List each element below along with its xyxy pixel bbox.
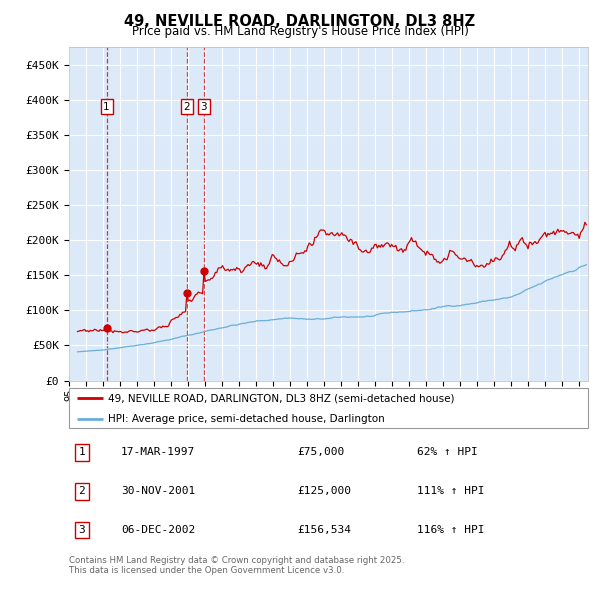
Text: HPI: Average price, semi-detached house, Darlington: HPI: Average price, semi-detached house,… <box>108 414 385 424</box>
Text: 3: 3 <box>79 525 85 535</box>
Text: £75,000: £75,000 <box>298 447 344 457</box>
Text: 06-DEC-2002: 06-DEC-2002 <box>121 525 195 535</box>
Text: 3: 3 <box>200 102 207 112</box>
FancyBboxPatch shape <box>69 388 588 428</box>
Text: Contains HM Land Registry data © Crown copyright and database right 2025.
This d: Contains HM Land Registry data © Crown c… <box>69 556 404 575</box>
Text: £125,000: £125,000 <box>298 486 352 496</box>
Text: 62% ↑ HPI: 62% ↑ HPI <box>417 447 478 457</box>
Text: 30-NOV-2001: 30-NOV-2001 <box>121 486 195 496</box>
Text: 2: 2 <box>184 102 190 112</box>
Text: 17-MAR-1997: 17-MAR-1997 <box>121 447 195 457</box>
Text: 1: 1 <box>79 447 85 457</box>
Text: 111% ↑ HPI: 111% ↑ HPI <box>417 486 484 496</box>
Text: 116% ↑ HPI: 116% ↑ HPI <box>417 525 484 535</box>
Text: 49, NEVILLE ROAD, DARLINGTON, DL3 8HZ: 49, NEVILLE ROAD, DARLINGTON, DL3 8HZ <box>124 14 476 29</box>
Text: 2: 2 <box>79 486 85 496</box>
Text: £156,534: £156,534 <box>298 525 352 535</box>
Text: Price paid vs. HM Land Registry's House Price Index (HPI): Price paid vs. HM Land Registry's House … <box>131 25 469 38</box>
Text: 49, NEVILLE ROAD, DARLINGTON, DL3 8HZ (semi-detached house): 49, NEVILLE ROAD, DARLINGTON, DL3 8HZ (s… <box>108 394 454 404</box>
Text: 1: 1 <box>103 102 110 112</box>
